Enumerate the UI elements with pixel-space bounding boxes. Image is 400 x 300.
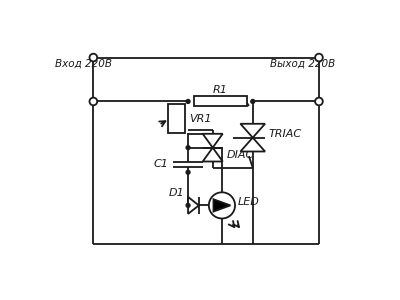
Polygon shape: [240, 124, 265, 138]
Polygon shape: [214, 199, 230, 212]
Circle shape: [186, 170, 190, 174]
Text: TRIAC: TRIAC: [269, 129, 302, 139]
Bar: [194, 96, 246, 106]
Polygon shape: [240, 138, 265, 152]
Circle shape: [186, 146, 190, 150]
Text: R1: R1: [213, 85, 228, 95]
Text: VR1: VR1: [189, 114, 211, 124]
Circle shape: [90, 54, 97, 61]
Circle shape: [186, 203, 190, 207]
Polygon shape: [188, 197, 199, 214]
Text: C1: C1: [154, 159, 169, 169]
Text: LED: LED: [237, 197, 259, 207]
Polygon shape: [203, 134, 223, 148]
Circle shape: [90, 98, 97, 105]
Circle shape: [251, 100, 255, 104]
Circle shape: [209, 192, 235, 218]
Text: D1: D1: [168, 188, 184, 198]
Text: Выход 220В: Выход 220В: [270, 59, 336, 69]
Circle shape: [315, 54, 323, 61]
Circle shape: [315, 98, 323, 105]
Text: Вход 220В: Вход 220В: [55, 59, 112, 69]
Polygon shape: [203, 148, 223, 161]
Text: DIAC: DIAC: [226, 150, 254, 160]
Circle shape: [186, 100, 190, 104]
Bar: [168, 104, 185, 134]
